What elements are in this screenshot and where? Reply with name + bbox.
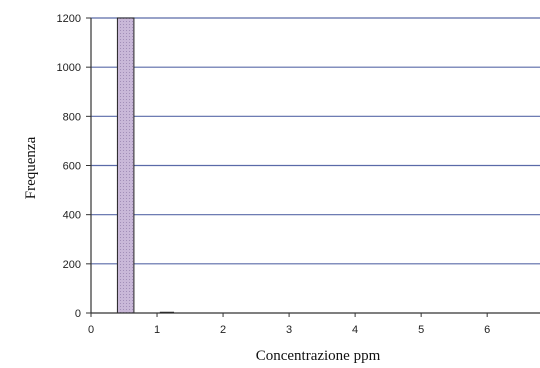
x-tick-label-6: 6 xyxy=(484,324,490,336)
x-tick-label-2: 2 xyxy=(220,324,226,336)
x-tick-labels: 0 1 2 3 4 5 6 xyxy=(88,313,490,336)
y-tick-labels: 0 200 400 600 800 1000 1200 xyxy=(57,13,91,320)
grid-lines xyxy=(91,17,540,265)
y-tick-label-600: 600 xyxy=(63,161,81,173)
y-tick-label-800: 800 xyxy=(63,111,81,123)
y-tick-label-1000: 1000 xyxy=(57,62,81,74)
x-axis-title: Concentrazione ppm xyxy=(256,348,381,364)
x-tick-label-1: 1 xyxy=(154,324,160,336)
x-tick-label-5: 5 xyxy=(418,324,424,336)
y-tick-label-400: 400 xyxy=(63,210,81,222)
y-tick-label-1200: 1200 xyxy=(57,13,81,25)
bar-0 xyxy=(116,17,135,314)
y-axis-title: Frequenza xyxy=(23,136,39,199)
x-tick-label-0: 0 xyxy=(88,324,94,336)
x-tick-label-3: 3 xyxy=(286,324,292,336)
y-tick-label-0: 0 xyxy=(75,308,81,320)
y-tick-label-200: 200 xyxy=(63,259,81,271)
x-tick-label-4: 4 xyxy=(352,324,358,336)
